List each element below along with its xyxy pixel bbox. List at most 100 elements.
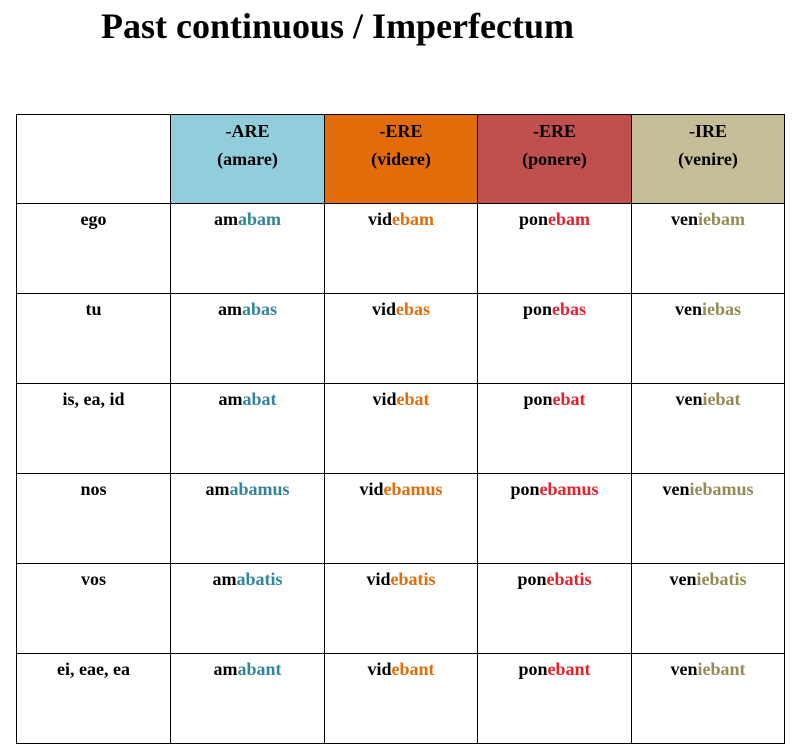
header-example: (ponere) [522, 149, 587, 169]
verb-stem: ven [671, 209, 698, 229]
verb-form: amabamus [171, 478, 324, 500]
verb-form: amabam [171, 208, 324, 230]
header-corner-cell [16, 114, 171, 204]
verb-form-cell: videbant [324, 653, 478, 744]
verb-stem: vid [372, 389, 397, 409]
verb-ending: ebatis [390, 569, 436, 589]
verb-form: videbas [325, 298, 477, 320]
verb-stem: pon [518, 659, 548, 679]
verb-form: videbat [325, 388, 477, 410]
verb-form: veniebamus [632, 478, 784, 500]
pronoun-cell: tu [16, 293, 171, 384]
pronoun-cell: vos [16, 563, 171, 654]
verb-ending: iebat [702, 389, 741, 409]
verb-form-cell: ponebat [477, 383, 632, 474]
verb-ending: ebat [552, 389, 586, 409]
verb-form-cell: ponebamus [477, 473, 632, 564]
verb-form: amabant [171, 658, 324, 680]
verb-form-cell: veniebatis [631, 563, 785, 654]
verb-stem: ven [674, 299, 702, 319]
verb-form: veniebatis [632, 568, 784, 590]
table-row: ei, eae, ea amabant videbant ponebant venieb… [16, 653, 785, 744]
verb-ending: abas [241, 299, 277, 319]
verb-form: videbant [325, 658, 477, 680]
pronoun-label: ei, eae, ea [57, 659, 130, 679]
verb-form-cell: amabas [170, 293, 325, 384]
page-title: Past continuous / Imperfectum [101, 6, 574, 46]
table-row: nos amabamus videbamus ponebamus veniebamus [16, 473, 785, 564]
verb-ending: iebamus [689, 479, 754, 499]
pronoun-label: vos [80, 569, 106, 589]
verb-stem: vid [367, 209, 392, 229]
verb-form: amabas [171, 298, 324, 320]
verb-ending: iebam [698, 209, 745, 229]
verb-ending: ebat [396, 389, 430, 409]
header-example: (venire) [678, 149, 738, 169]
table-row: ego amabam videbam ponebam veniebam [16, 203, 785, 294]
verb-form: veniebat [632, 388, 784, 410]
verb-form-cell: veniebamus [631, 473, 785, 564]
header-are: -ARE (amare) [170, 114, 325, 204]
pronoun-cell: nos [16, 473, 171, 564]
verb-ending: ebant [391, 659, 435, 679]
verb-stem: am [213, 209, 238, 229]
header-row: -ARE (amare) -ERE (videre) -ERE (ponere)… [16, 114, 785, 204]
verb-form: veniebant [632, 658, 784, 680]
verb-form: videbam [325, 208, 477, 230]
verb-form-cell: videbas [324, 293, 478, 384]
verb-ending: abamus [229, 479, 290, 499]
verb-ending: abatis [236, 569, 283, 589]
verb-form-cell: veniebant [631, 653, 785, 744]
verb-ending: abant [237, 659, 282, 679]
verb-ending: ebas [552, 299, 587, 319]
verb-form-cell: veniebam [631, 203, 785, 294]
verb-ending: ebant [547, 659, 591, 679]
pronoun-label: ego [80, 209, 107, 229]
verb-form-cell: videbat [324, 383, 478, 474]
verb-stem: ven [675, 389, 703, 409]
header-example: (amare) [217, 149, 278, 169]
verb-form: amabat [171, 388, 324, 410]
verb-ending: abat [242, 389, 277, 409]
conjugation-table: -ARE (amare) -ERE (videre) -ERE (ponere)… [16, 114, 785, 744]
verb-form: ponebas [478, 298, 631, 320]
header-ending: -ARE [225, 121, 270, 141]
verb-ending: iebatis [696, 569, 747, 589]
verb-form-cell: videbam [324, 203, 478, 294]
verb-form-cell: amabant [170, 653, 325, 744]
verb-form-cell: videbamus [324, 473, 478, 564]
pronoun-cell: ei, eae, ea [16, 653, 171, 744]
verb-stem: vid [359, 479, 384, 499]
verb-ending: ebamus [383, 479, 443, 499]
verb-ending: abam [237, 209, 281, 229]
verb-stem: am [217, 299, 242, 319]
verb-form-cell: amabat [170, 383, 325, 474]
verb-form: veniebam [632, 208, 784, 230]
verb-form: ponebatis [478, 568, 631, 590]
verb-form-cell: veniebat [631, 383, 785, 474]
header-example: (videre) [371, 149, 431, 169]
pronoun-label: tu [85, 299, 102, 319]
verb-form: videbatis [325, 568, 477, 590]
verb-form-cell: ponebas [477, 293, 632, 384]
verb-stem: am [218, 389, 243, 409]
header-ending: -ERE [532, 121, 576, 141]
verb-stem: ven [662, 479, 690, 499]
verb-form: videbamus [325, 478, 477, 500]
verb-form-cell: ponebam [477, 203, 632, 294]
verb-ending: ebatis [546, 569, 592, 589]
header-ending: -ERE [379, 121, 423, 141]
header-ere-ponere: -ERE (ponere) [477, 114, 632, 204]
table-row: tu amabas videbas ponebas veniebas [16, 293, 785, 384]
verb-form: veniebas [632, 298, 784, 320]
verb-form-cell: ponebatis [477, 563, 632, 654]
verb-form-cell: amabam [170, 203, 325, 294]
verb-ending: ebam [548, 209, 591, 229]
header-ere-videre: -ERE (videre) [324, 114, 478, 204]
table-row: vos amabatis videbatis ponebatis veniebatis [16, 563, 785, 654]
verb-ending: ebamus [539, 479, 599, 499]
verb-stem: pon [523, 389, 553, 409]
verb-form: amabatis [171, 568, 324, 590]
pronoun-label: nos [80, 479, 107, 499]
verb-form-cell: videbatis [324, 563, 478, 654]
